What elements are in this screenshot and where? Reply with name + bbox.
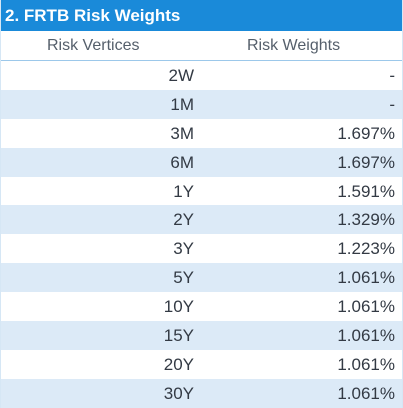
weight-cell: 1.591% xyxy=(337,181,395,201)
vertex-cell: 1Y xyxy=(173,181,194,201)
vertex-cell: 30Y xyxy=(163,383,194,403)
weight-cell: 1.329% xyxy=(337,210,395,230)
table-row: 2W - xyxy=(1,61,402,90)
weight-cell: - xyxy=(389,94,395,114)
vertex-cell: 20Y xyxy=(163,354,194,374)
vertex-cell: 3M xyxy=(170,123,194,143)
weight-cell: 1.061% xyxy=(337,297,395,317)
weight-cell: 1.697% xyxy=(337,123,395,143)
weight-cell: 1.697% xyxy=(337,152,395,172)
table-row: 3M 1.697% xyxy=(1,119,402,148)
header-risk-weights: Risk Weights xyxy=(247,37,341,54)
table-row: 3Y 1.223% xyxy=(1,234,402,263)
vertex-cell: 2W xyxy=(168,66,195,85)
table-row: 5Y 1.061% xyxy=(1,263,402,293)
table-row: 2Y 1.329% xyxy=(1,205,402,235)
vertex-cell: 15Y xyxy=(163,326,194,346)
vertex-cell: 1M xyxy=(170,94,194,114)
vertex-cell: 6M xyxy=(170,152,194,172)
column-header-row: Risk Vertices Risk Weights xyxy=(1,31,402,61)
vertex-cell: 3Y xyxy=(173,239,194,259)
table-row: 1M - xyxy=(1,89,402,119)
table-row: 30Y 1.061% xyxy=(1,378,402,408)
weight-cell: 1.061% xyxy=(337,268,395,288)
weight-cell: 1.061% xyxy=(337,326,395,346)
table-title: 2. FRTB Risk Weights xyxy=(1,0,402,31)
table-row: 6M 1.697% xyxy=(1,147,402,177)
table-row: 10Y 1.061% xyxy=(1,292,402,321)
weight-cell: - xyxy=(389,66,395,85)
table-row: 1Y 1.591% xyxy=(1,177,402,206)
weight-cell: 1.061% xyxy=(337,383,395,403)
table-row: 15Y 1.061% xyxy=(1,321,402,350)
table-row: 20Y 1.061% xyxy=(1,350,402,379)
weight-cell: 1.223% xyxy=(337,239,395,259)
vertex-cell: 5Y xyxy=(173,268,194,288)
table-body: 2W - 1M - 3M 1.697% 6M 1.697% 1Y 1.591% … xyxy=(1,61,402,408)
weight-cell: 1.061% xyxy=(337,354,395,374)
vertex-cell: 10Y xyxy=(163,297,194,317)
header-risk-vertices: Risk Vertices xyxy=(47,37,140,54)
vertex-cell: 2Y xyxy=(173,210,194,230)
